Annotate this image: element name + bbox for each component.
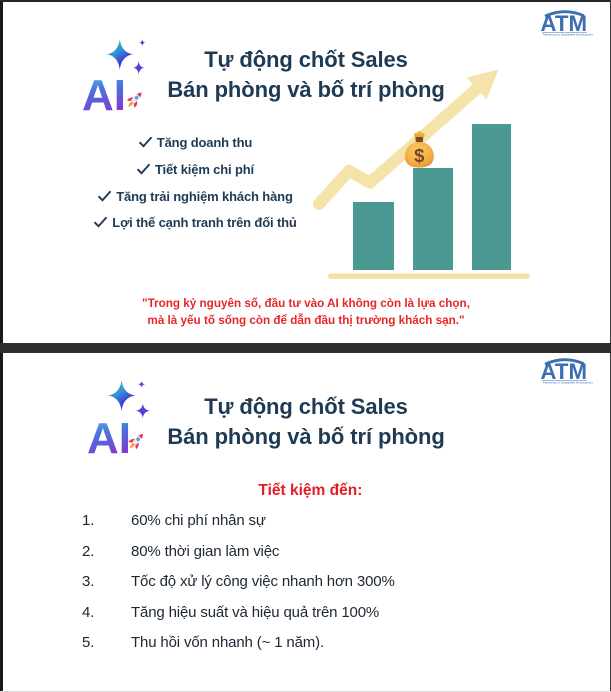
svg-text:Partnering for Sustainable Dev: Partnering for Sustainable Development — [543, 381, 593, 385]
svg-text:$: $ — [414, 145, 425, 166]
svg-text:Partnering for Sustainable Dev: Partnering for Sustainable Development — [543, 33, 593, 37]
svg-text:AI: AI — [82, 71, 126, 120]
svg-text:AI: AI — [87, 414, 131, 463]
